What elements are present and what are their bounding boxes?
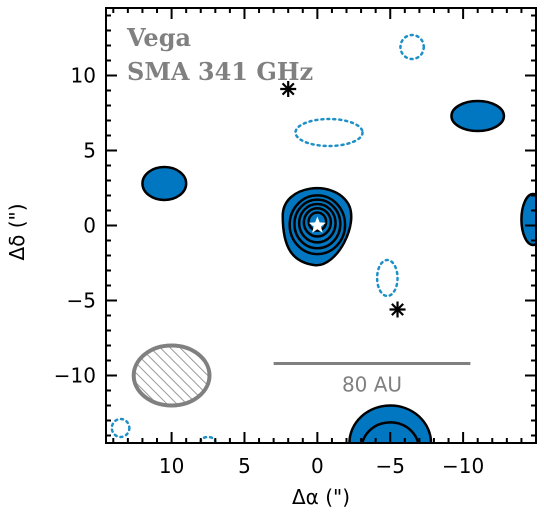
emission-contour — [141, 165, 188, 202]
plot-area — [110, 33, 536, 443]
markers — [280, 81, 406, 318]
negative-contour — [199, 435, 217, 443]
beam — [131, 343, 212, 408]
x-tick-labels: 10 5 0 −5 −10 — [159, 454, 484, 478]
annotation-instrument: SMA 341 GHz — [127, 57, 313, 86]
y-tick-label: −10 — [54, 364, 96, 388]
x-tick-label: 10 — [159, 454, 184, 478]
star-marker — [308, 216, 326, 233]
source-inner-contour — [302, 206, 333, 238]
x-tick-label: −10 — [442, 454, 484, 478]
source-inner-contour — [288, 194, 347, 256]
source-inner-contour — [293, 198, 342, 250]
y-tick-label: 10 — [71, 64, 96, 88]
asterisk-marker — [389, 301, 406, 318]
y-tick-labels: 10 5 0 −5 −10 — [54, 64, 96, 388]
negative-contour — [294, 117, 364, 148]
emission-contour — [348, 404, 433, 443]
negative-contour — [110, 417, 131, 439]
x-tick-label: 0 — [311, 454, 324, 478]
y-tick-label: 0 — [83, 214, 96, 238]
scale-bar-label: 80 AU — [342, 373, 402, 397]
asterisk-stroke — [391, 303, 404, 316]
x-tick-label: −5 — [375, 454, 404, 478]
negative-contour — [399, 33, 426, 61]
emission-contour — [520, 192, 536, 247]
annotation-target: Vega — [126, 23, 191, 52]
source-inner-contour — [297, 202, 337, 244]
asterisk-marker — [280, 81, 297, 97]
emission-inner-contour — [361, 421, 420, 443]
positive-emission — [141, 99, 536, 443]
x-tick-label: 5 — [238, 454, 251, 478]
beam-ellipse — [131, 343, 212, 408]
emission-contour — [450, 99, 506, 133]
asterisk-stroke — [281, 82, 295, 96]
axis-ticks — [106, 8, 537, 443]
source-inner-contour — [307, 211, 328, 232]
y-tick-label: −5 — [67, 289, 96, 313]
negative-contour — [375, 258, 399, 298]
y-tick-label: 5 — [83, 139, 96, 163]
y-axis-title: Δδ (") — [5, 203, 29, 260]
x-axis-title: Δα (") — [292, 485, 350, 509]
